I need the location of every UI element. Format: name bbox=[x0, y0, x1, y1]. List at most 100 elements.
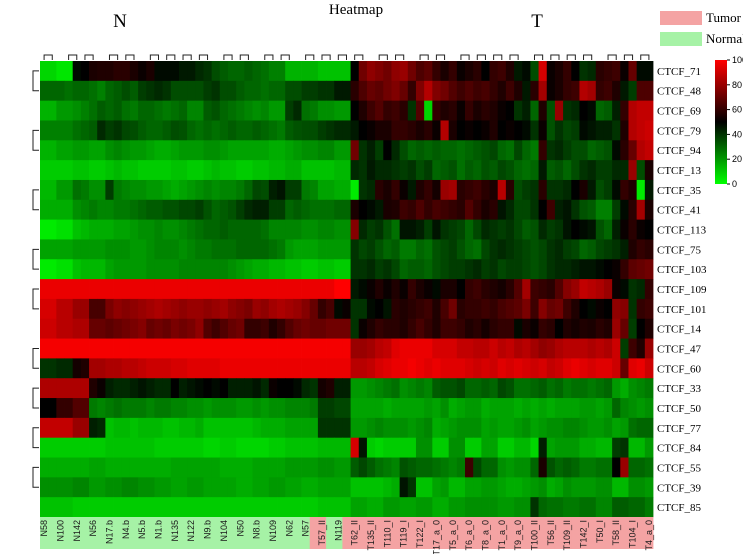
heatmap-cell bbox=[571, 398, 580, 419]
heatmap-cell bbox=[489, 160, 499, 181]
heatmap-cell bbox=[309, 437, 319, 458]
heatmap-cell bbox=[497, 80, 507, 102]
heatmap-cell bbox=[636, 259, 646, 280]
heatmap-cell bbox=[146, 140, 155, 161]
heatmap-cell bbox=[40, 199, 49, 221]
heatmap-cell bbox=[40, 398, 49, 419]
heatmap-cell bbox=[424, 298, 433, 320]
heatmap-cell bbox=[358, 477, 368, 498]
heatmap-cell bbox=[636, 120, 646, 141]
legend-label-tumor: Tumor bbox=[706, 10, 742, 25]
heatmap-cell bbox=[227, 298, 237, 320]
heatmap-cell bbox=[489, 378, 499, 399]
heatmap-cell bbox=[432, 279, 441, 300]
heatmap-cell bbox=[334, 219, 343, 240]
heatmap-cell bbox=[644, 279, 654, 300]
heatmap-cell bbox=[415, 437, 425, 458]
heatmap-cell bbox=[612, 80, 621, 102]
heatmap-cell bbox=[505, 219, 515, 240]
heatmap-cell bbox=[277, 477, 286, 498]
heatmap-cell bbox=[432, 358, 441, 379]
heatmap-cell bbox=[187, 199, 196, 221]
heatmap-cell bbox=[448, 160, 458, 181]
heatmap-cell bbox=[448, 259, 458, 280]
heatmap-cell bbox=[571, 497, 580, 518]
heatmap-cell bbox=[162, 259, 172, 280]
heatmap-cell bbox=[252, 477, 262, 498]
heatmap-cell bbox=[219, 398, 229, 419]
heatmap-cell bbox=[129, 497, 139, 518]
heatmap-cell bbox=[497, 140, 507, 161]
heatmap-cell bbox=[571, 298, 580, 320]
heatmap-cell bbox=[301, 358, 311, 379]
heatmap-cell bbox=[293, 179, 302, 201]
heatmap-cell bbox=[595, 120, 605, 141]
heatmap-cell bbox=[522, 358, 531, 379]
column-group-cell bbox=[170, 517, 180, 549]
heatmap-cell bbox=[236, 298, 245, 320]
heatmap-cell bbox=[530, 199, 539, 221]
dendrogram-branch bbox=[32, 189, 39, 211]
column-group-cell bbox=[440, 517, 450, 549]
heatmap-cell bbox=[399, 398, 409, 419]
heatmap-cell bbox=[203, 80, 213, 102]
heatmap-cell bbox=[309, 338, 319, 359]
heatmap-cell bbox=[162, 160, 172, 181]
heatmap-cell bbox=[80, 338, 90, 359]
heatmap-cell bbox=[481, 120, 490, 141]
heatmap-cell bbox=[244, 437, 253, 458]
heatmap-cell bbox=[440, 477, 450, 498]
column-group-cell bbox=[497, 517, 507, 549]
heatmap-cell bbox=[579, 120, 589, 141]
heatmap-cell bbox=[465, 199, 474, 221]
heatmap-cell bbox=[309, 417, 319, 439]
dendrogram-branch bbox=[354, 54, 364, 60]
heatmap-cell bbox=[432, 100, 441, 121]
heatmap-cell bbox=[317, 120, 327, 141]
heatmap-cell bbox=[473, 259, 482, 280]
heatmap-cell bbox=[587, 298, 597, 320]
heatmap-cell bbox=[170, 378, 180, 399]
heatmap-cell bbox=[571, 61, 580, 82]
heatmap-cell bbox=[505, 497, 515, 518]
row-label: CTCF_48 bbox=[657, 86, 702, 98]
heatmap-cell bbox=[628, 120, 638, 141]
heatmap-cell bbox=[628, 100, 638, 121]
heatmap-cell bbox=[113, 298, 123, 320]
heatmap-cell bbox=[407, 338, 417, 359]
heatmap-cell bbox=[277, 318, 286, 339]
heatmap-cell bbox=[105, 160, 114, 181]
heatmap-cell bbox=[603, 457, 613, 478]
heatmap-cell bbox=[211, 259, 221, 280]
heatmap-cell bbox=[391, 497, 401, 518]
heatmap-cell bbox=[579, 61, 589, 82]
heatmap-cell bbox=[138, 179, 147, 201]
heatmap-cell bbox=[563, 497, 572, 518]
heatmap-cell bbox=[595, 80, 605, 102]
heatmap-cell bbox=[178, 179, 188, 201]
heatmap-cell bbox=[121, 437, 131, 458]
heatmap-cell bbox=[636, 61, 646, 82]
heatmap-cell bbox=[285, 497, 294, 518]
heatmap-cell bbox=[97, 358, 106, 379]
heatmap-cell bbox=[268, 160, 278, 181]
dendrogram-branch bbox=[32, 427, 39, 449]
heatmap-cell bbox=[358, 100, 368, 121]
heatmap-cell bbox=[187, 497, 196, 518]
heatmap-cell bbox=[358, 279, 368, 300]
heatmap-cell bbox=[326, 318, 335, 339]
heatmap-cell bbox=[89, 100, 98, 121]
heatmap-cell bbox=[366, 437, 376, 458]
heatmap-cell bbox=[465, 298, 474, 320]
heatmap-cell bbox=[89, 61, 98, 82]
heatmap-cell bbox=[514, 398, 523, 419]
heatmap-cell bbox=[301, 279, 311, 300]
heatmap-cell bbox=[342, 398, 351, 419]
heatmap-cell bbox=[260, 318, 270, 339]
chart-title: Heatmap bbox=[329, 2, 383, 18]
column-group-cell bbox=[195, 517, 204, 549]
heatmap-cell bbox=[105, 179, 114, 201]
heatmap-cell bbox=[227, 398, 237, 419]
heatmap-cell bbox=[334, 80, 343, 102]
heatmap-cell bbox=[301, 398, 311, 419]
